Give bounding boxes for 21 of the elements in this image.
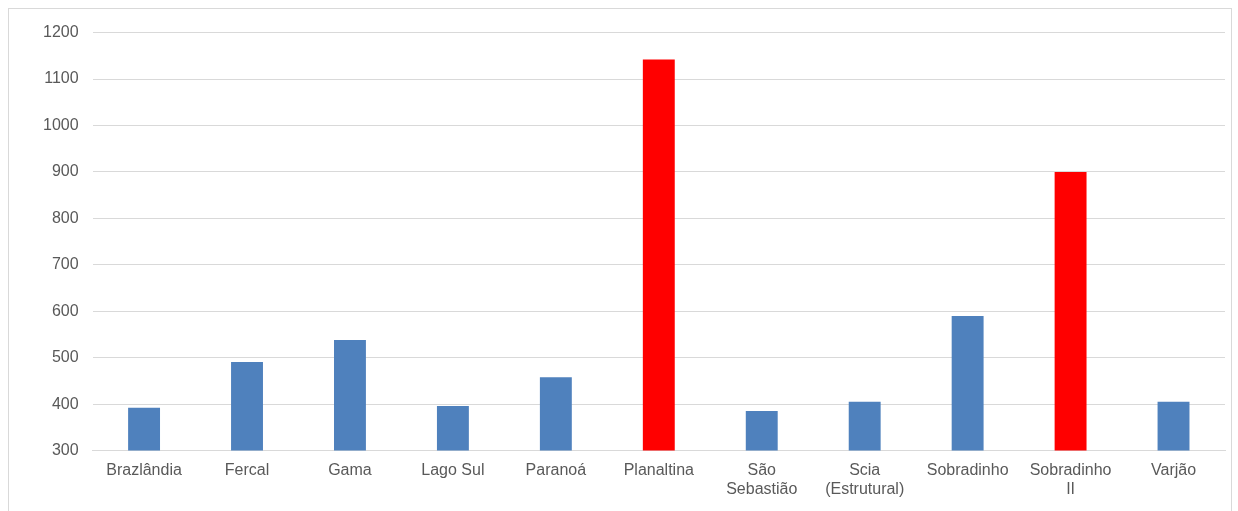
x-tick-label: Fercal <box>224 460 270 478</box>
x-tick-label: São Sebastião <box>726 460 798 497</box>
x-tick-label: Varjão <box>1151 460 1197 478</box>
x-tick-label: Scia (Estrutural) <box>825 460 905 497</box>
y-tick-label: 700 <box>51 255 79 273</box>
x-tick-label: Brazlândia <box>106 460 182 478</box>
x-tick-label: Gama <box>328 460 372 478</box>
x-tick-label: Sobradinho II <box>1029 460 1112 497</box>
y-tick-label: 400 <box>51 394 79 412</box>
y-tick-label: 300 <box>51 441 79 459</box>
y-tick-label: 1200 <box>43 23 79 41</box>
y-tick-label: 500 <box>51 348 79 366</box>
y-tick-label: 600 <box>51 301 79 319</box>
x-tick-label: Sobradinho <box>926 460 1009 478</box>
y-tick-label: 1100 <box>44 69 79 87</box>
x-tick-label: Paranoá <box>525 460 587 478</box>
x-tick-label: Planaltina <box>623 460 695 478</box>
y-tick-label: 900 <box>51 162 79 180</box>
x-tick-label: Lago Sul <box>421 460 485 478</box>
y-tick-label: 800 <box>51 208 79 226</box>
y-tick-label: 1000 <box>43 115 79 133</box>
